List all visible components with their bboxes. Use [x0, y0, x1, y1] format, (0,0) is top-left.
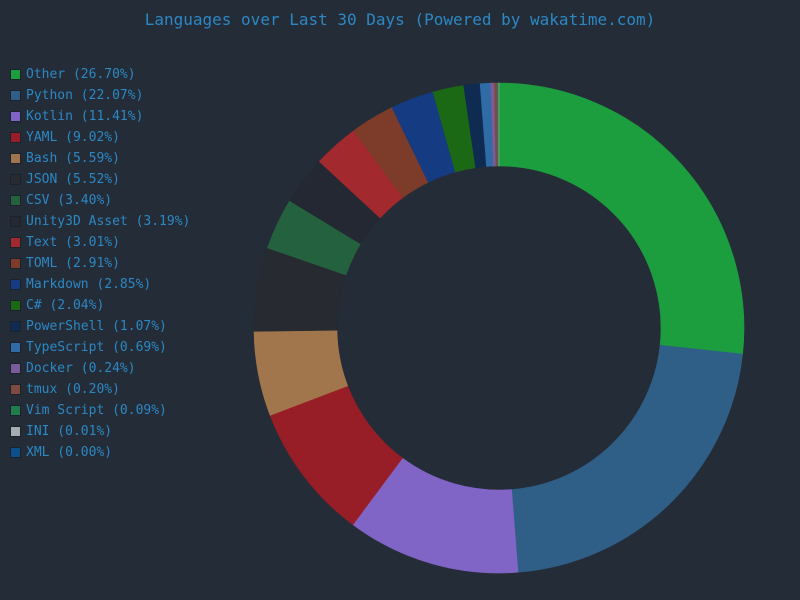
- donut-slice: [511, 344, 743, 573]
- legend-item: Vim Script (0.09%): [10, 400, 190, 421]
- legend-swatch: [10, 279, 21, 290]
- legend-label: tmux (0.20%): [26, 382, 120, 397]
- legend-swatch: [10, 237, 21, 248]
- donut-slice: [498, 82, 745, 355]
- legend-item: TOML (2.91%): [10, 253, 190, 274]
- legend-item: Bash (5.59%): [10, 148, 190, 169]
- legend-label: INI (0.01%): [26, 424, 113, 439]
- legend-swatch: [10, 153, 21, 164]
- legend-label: Kotlin (11.41%): [26, 109, 144, 124]
- legend-item: Docker (0.24%): [10, 358, 190, 379]
- legend-swatch: [10, 90, 21, 101]
- legend-swatch: [10, 174, 21, 185]
- legend-label: C# (2.04%): [26, 298, 105, 313]
- legend-label: Text (3.01%): [26, 235, 120, 250]
- legend-item: PowerShell (1.07%): [10, 316, 190, 337]
- legend-swatch: [10, 69, 21, 80]
- legend-item: Text (3.01%): [10, 232, 190, 253]
- legend-swatch: [10, 132, 21, 143]
- legend-label: Docker (0.24%): [26, 361, 136, 376]
- legend-item: Other (26.70%): [10, 64, 190, 85]
- legend-item: tmux (0.20%): [10, 379, 190, 400]
- legend-label: JSON (5.52%): [26, 172, 120, 187]
- legend-swatch: [10, 216, 21, 227]
- legend-label: Bash (5.59%): [26, 151, 120, 166]
- chart-legend: Other (26.70%) Python (22.07%) Kotlin (11.…: [10, 64, 190, 463]
- legend-label: PowerShell (1.07%): [26, 319, 167, 334]
- legend-item: C# (2.04%): [10, 295, 190, 316]
- legend-label: Unity3D Asset (3.19%): [26, 214, 191, 229]
- legend-label: CSV (3.40%): [26, 193, 113, 208]
- legend-item: Markdown (2.85%): [10, 274, 190, 295]
- legend-swatch: [10, 342, 21, 353]
- legend-swatch: [10, 426, 21, 437]
- legend-swatch: [10, 300, 21, 311]
- legend-label: TOML (2.91%): [26, 256, 120, 271]
- legend-swatch: [10, 405, 21, 416]
- legend-label: TypeScript (0.69%): [26, 340, 167, 355]
- legend-swatch: [10, 321, 21, 332]
- legend-label: Python (22.07%): [26, 88, 144, 103]
- legend-swatch: [10, 258, 21, 269]
- legend-item: YAML (9.02%): [10, 127, 190, 148]
- legend-swatch: [10, 384, 21, 395]
- legend-label: Vim Script (0.09%): [26, 403, 167, 418]
- legend-swatch: [10, 195, 21, 206]
- legend-item: Unity3D Asset (3.19%): [10, 211, 190, 232]
- legend-item: Kotlin (11.41%): [10, 106, 190, 127]
- legend-item: JSON (5.52%): [10, 169, 190, 190]
- legend-swatch: [10, 447, 21, 458]
- legend-swatch: [10, 363, 21, 374]
- chart-title: Languages over Last 30 Days (Powered by …: [144, 10, 656, 29]
- legend-label: Other (26.70%): [26, 67, 136, 82]
- legend-item: XML (0.00%): [10, 442, 190, 463]
- legend-label: YAML (9.02%): [26, 130, 120, 145]
- legend-label: XML (0.00%): [26, 445, 113, 460]
- legend-item: TypeScript (0.69%): [10, 337, 190, 358]
- legend-swatch: [10, 111, 21, 122]
- legend-label: Markdown (2.85%): [26, 277, 152, 292]
- legend-item: CSV (3.40%): [10, 190, 190, 211]
- legend-item: Python (22.07%): [10, 85, 190, 106]
- legend-item: INI (0.01%): [10, 421, 190, 442]
